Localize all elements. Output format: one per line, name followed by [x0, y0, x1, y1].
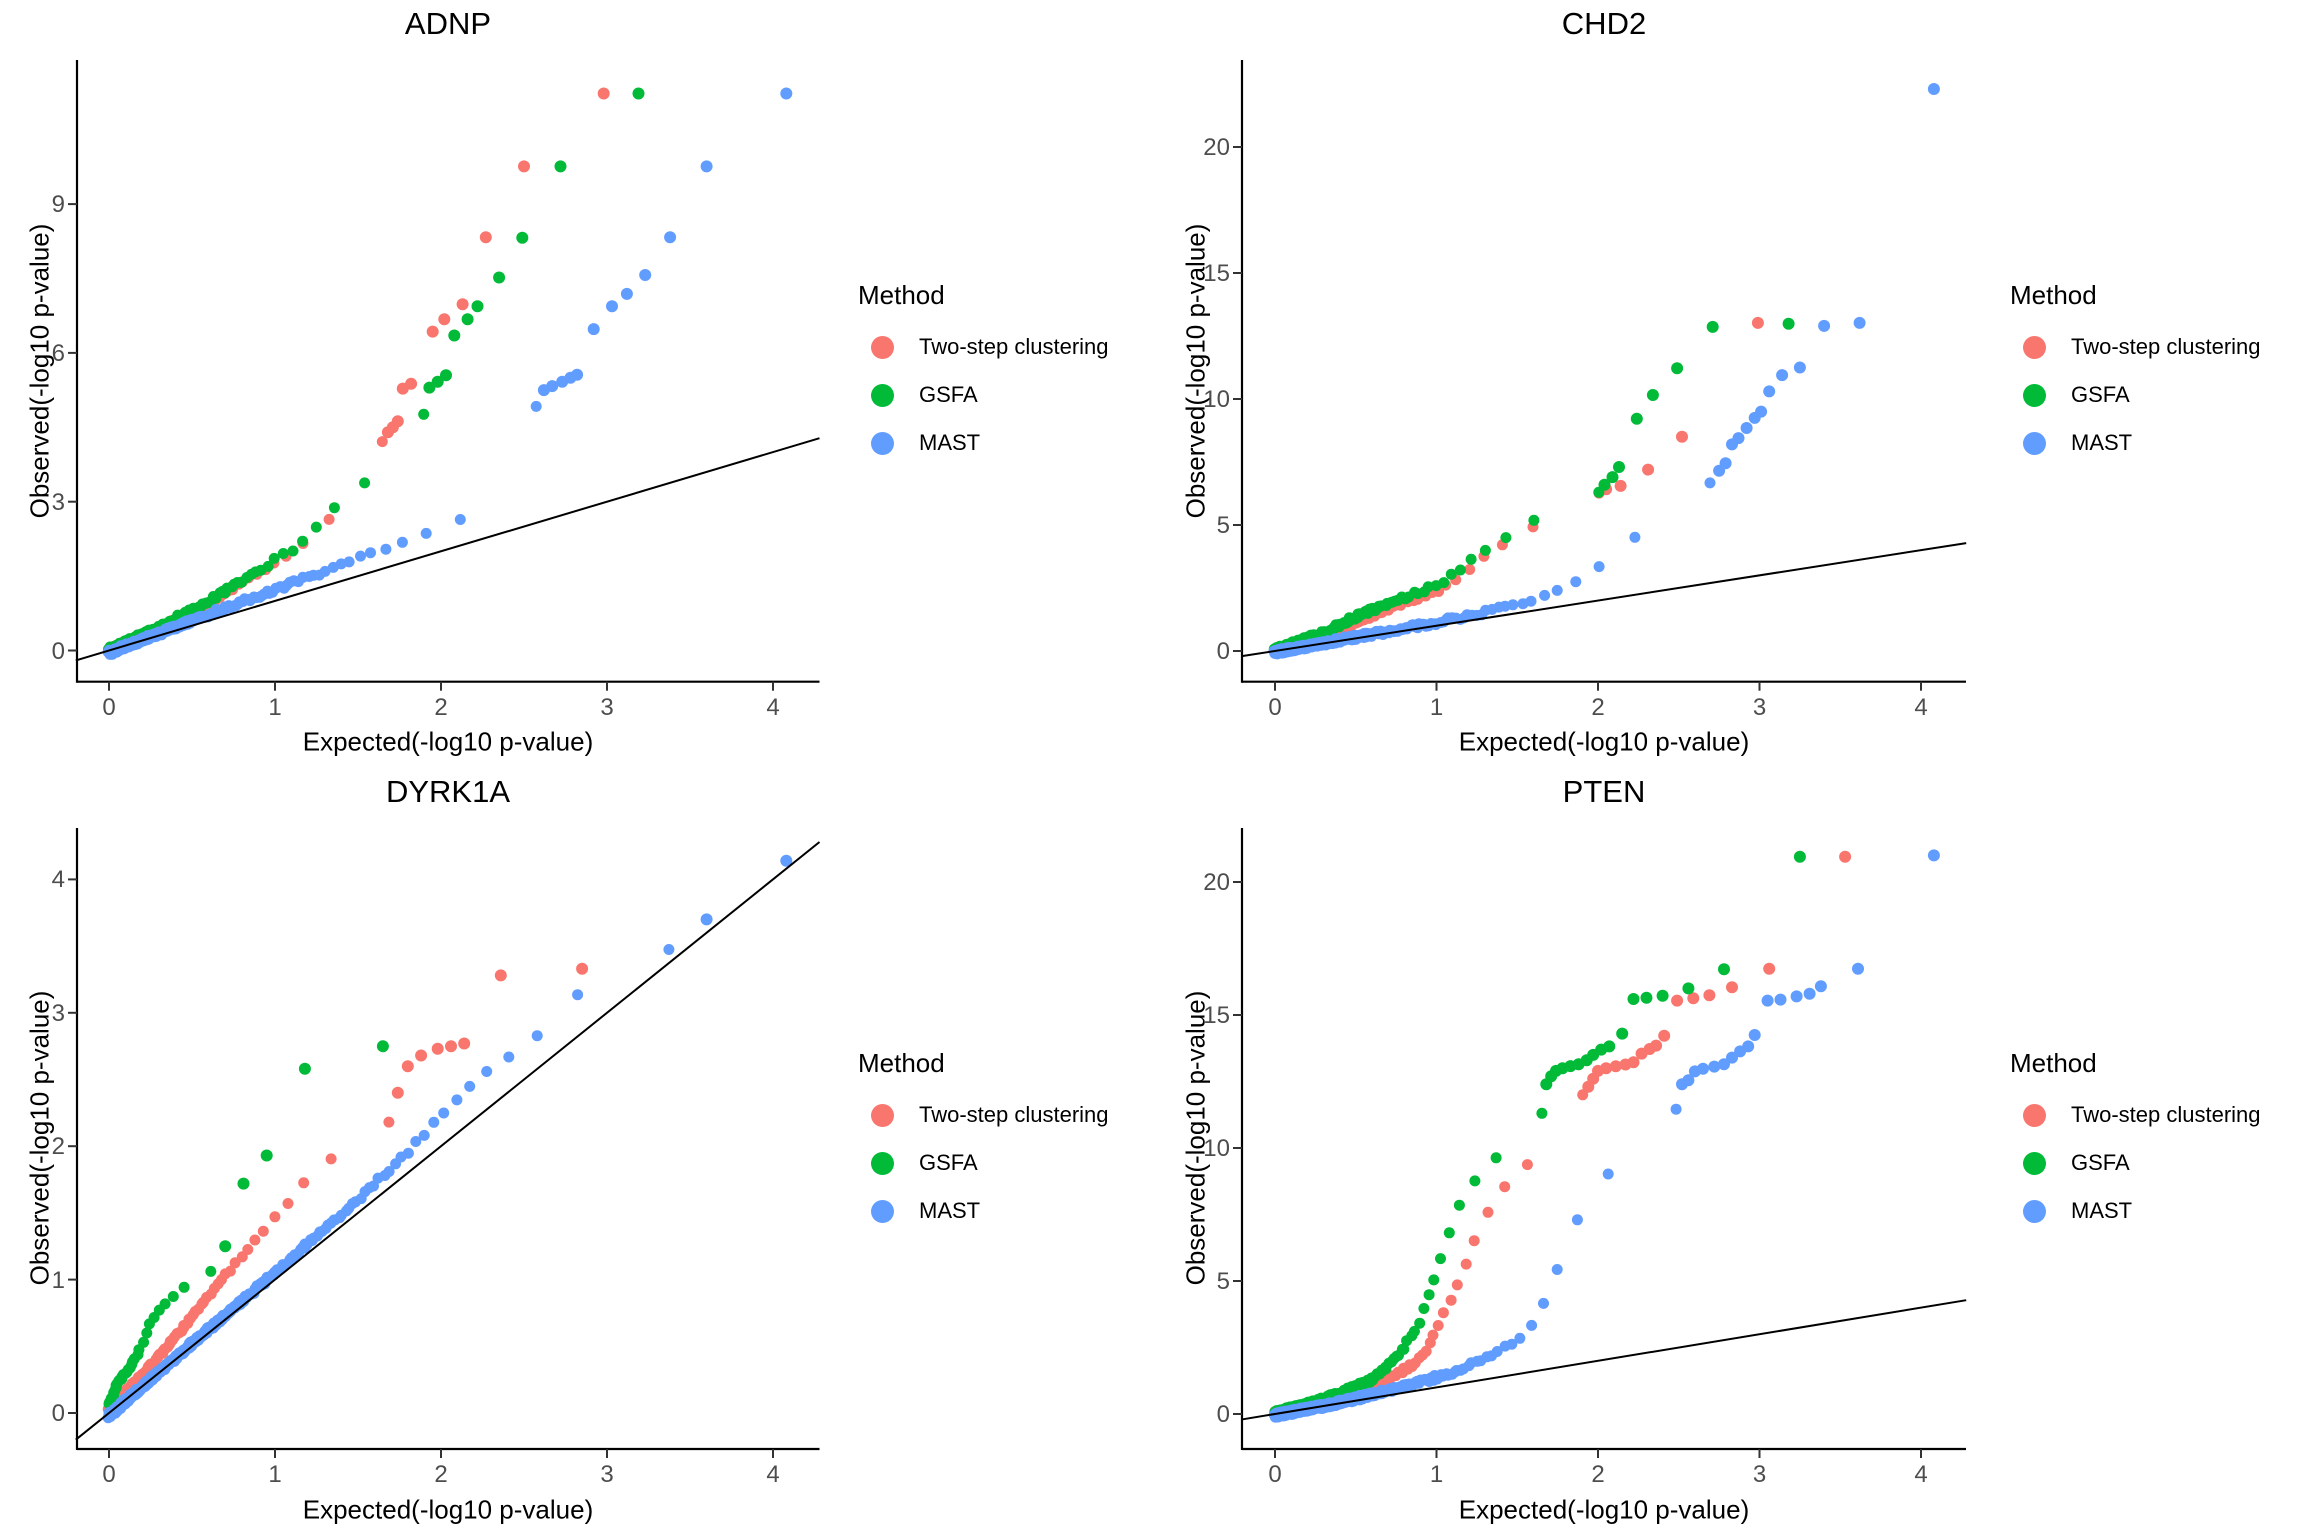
legend-item: MAST	[2008, 1187, 2304, 1235]
legend-item: GSFA	[856, 1139, 1156, 1187]
y-tick-label: 10	[1203, 386, 1230, 413]
legend-item-label: GSFA	[919, 1150, 978, 1175]
legend-item-label: GSFA	[919, 382, 978, 407]
x-tick-label: 1	[268, 1461, 282, 1488]
legend-swatch-icon	[2023, 1151, 2046, 1175]
x-tick-label: 0	[1268, 1461, 1282, 1488]
y-tick-label: 5	[1216, 512, 1230, 539]
legend-swatch-icon	[2023, 383, 2046, 407]
y-tick-label: 15	[1203, 260, 1230, 287]
y-tick-label: 4	[51, 866, 65, 894]
x-tick-label: 4	[766, 1461, 780, 1488]
x-tick-label: 2	[434, 1461, 448, 1488]
legend-item-label: MAST	[919, 1198, 981, 1223]
legend-item: MAST	[856, 1187, 1156, 1235]
legend-item-label: MAST	[2071, 1198, 2133, 1223]
x-tick-label: 4	[1914, 693, 1928, 721]
x-axis-label: Expected(-log10 p-value)	[302, 726, 594, 757]
legend-item-label: Two-step clustering	[919, 334, 1109, 359]
x-tick-label: 2	[1591, 693, 1605, 721]
legend-item: MAST	[2008, 419, 2304, 467]
legend-item: GSFA	[856, 371, 1156, 419]
legend-items: Two-step clustering GSFA MAST	[2008, 1091, 2304, 1235]
y-tick-label: 9	[51, 191, 65, 219]
x-tick-label: 0	[1268, 693, 1282, 721]
legend-item-label: Two-step clustering	[919, 1102, 1109, 1127]
y-tick-label: 10	[1203, 1135, 1230, 1162]
x-tick-label: 3	[1752, 693, 1767, 721]
legend-item-label: Two-step clustering	[2071, 1102, 2261, 1127]
legend-item: Two-step clustering	[856, 1091, 1156, 1139]
legend-item: GSFA	[2008, 371, 2304, 419]
legend-title: Method	[2010, 1048, 2097, 1078]
legend-item: Two-step clustering	[856, 323, 1156, 371]
legend-item: Two-step clustering	[2008, 323, 2304, 371]
x-tick-label: 3	[600, 1461, 614, 1488]
legend-swatch-icon	[871, 335, 894, 359]
y-tick-label: 2	[51, 1133, 65, 1161]
x-axis-label: Expected(-log10 p-value)	[1458, 1494, 1750, 1525]
x-tick-label: 2	[1591, 1461, 1605, 1488]
y-axis-label: Observed(-log10 p-value)	[24, 223, 55, 519]
legend-item: Two-step clustering	[2008, 1091, 2304, 1139]
x-tick-label: 4	[766, 693, 780, 721]
y-tick-label: 15	[1203, 1002, 1230, 1029]
panel-title-dyrk1a: DYRK1A	[385, 774, 511, 809]
y-tick-label: 3	[51, 488, 65, 516]
y-tick-label: 6	[51, 339, 65, 367]
x-tick-label: 3	[600, 693, 614, 721]
y-tick-label: 1	[51, 1266, 65, 1294]
legend: Method Two-step clustering GSFA MAST	[2008, 1048, 2304, 1235]
panel-title-chd2: CHD2	[1561, 6, 1647, 41]
legend-swatch-icon	[871, 1199, 894, 1223]
y-tick-label: 20	[1203, 134, 1230, 161]
x-tick-label: 4	[1914, 1461, 1928, 1488]
legend-swatch-icon	[871, 431, 894, 455]
legend-items: Two-step clustering GSFA MAST	[856, 323, 1156, 467]
legend: Method Two-step clustering GSFA MAST	[856, 280, 1156, 467]
legend-item: MAST	[856, 419, 1156, 467]
panel-title-pten: PTEN	[1562, 774, 1646, 809]
legend-item-label: GSFA	[2071, 382, 2130, 407]
x-tick-label: 1	[268, 693, 282, 721]
legend-swatch-icon	[2023, 1103, 2046, 1127]
legend-swatch-icon	[2023, 431, 2046, 455]
y-tick-label: 5	[1216, 1268, 1230, 1295]
y-tick-label: 0	[1216, 1401, 1230, 1428]
panel-title-adnp: ADNP	[404, 6, 492, 41]
x-tick-label: 1	[1429, 1461, 1444, 1488]
legend-item-label: Two-step clustering	[2071, 334, 2261, 359]
y-tick-label: 0	[51, 637, 65, 665]
legend-swatch-icon	[871, 1151, 894, 1175]
x-tick-label: 0	[102, 693, 116, 721]
y-tick-label: 0	[1216, 638, 1230, 665]
y-tick-label: 20	[1203, 869, 1230, 896]
legend-swatch-icon	[2023, 1199, 2046, 1223]
legend: Method Two-step clustering GSFA MAST	[2008, 280, 2304, 467]
x-tick-label: 1	[1429, 693, 1444, 721]
x-tick-label: 2	[434, 693, 448, 721]
legend-item: GSFA	[2008, 1139, 2304, 1187]
x-axis-label: Expected(-log10 p-value)	[302, 1494, 594, 1525]
legend-title: Method	[858, 1048, 945, 1078]
legend-title: Method	[858, 280, 945, 310]
legend-items: Two-step clustering GSFA MAST	[856, 1091, 1156, 1235]
y-tick-label: 3	[51, 999, 65, 1027]
x-tick-label: 0	[102, 1461, 116, 1488]
legend-item-label: MAST	[919, 430, 981, 455]
legend-title: Method	[2010, 280, 2097, 310]
y-tick-label: 0	[51, 1400, 65, 1427]
x-axis-label: Expected(-log10 p-value)	[1458, 726, 1750, 757]
legend-swatch-icon	[2023, 335, 2046, 359]
legend-swatch-icon	[871, 1103, 894, 1127]
legend-items: Two-step clustering GSFA MAST	[2008, 323, 2304, 467]
x-tick-label: 3	[1752, 1461, 1767, 1488]
legend-item-label: GSFA	[2071, 1150, 2130, 1175]
legend-item-label: MAST	[2071, 430, 2133, 455]
legend-swatch-icon	[871, 383, 894, 407]
legend: Method Two-step clustering GSFA MAST	[856, 1048, 1156, 1235]
